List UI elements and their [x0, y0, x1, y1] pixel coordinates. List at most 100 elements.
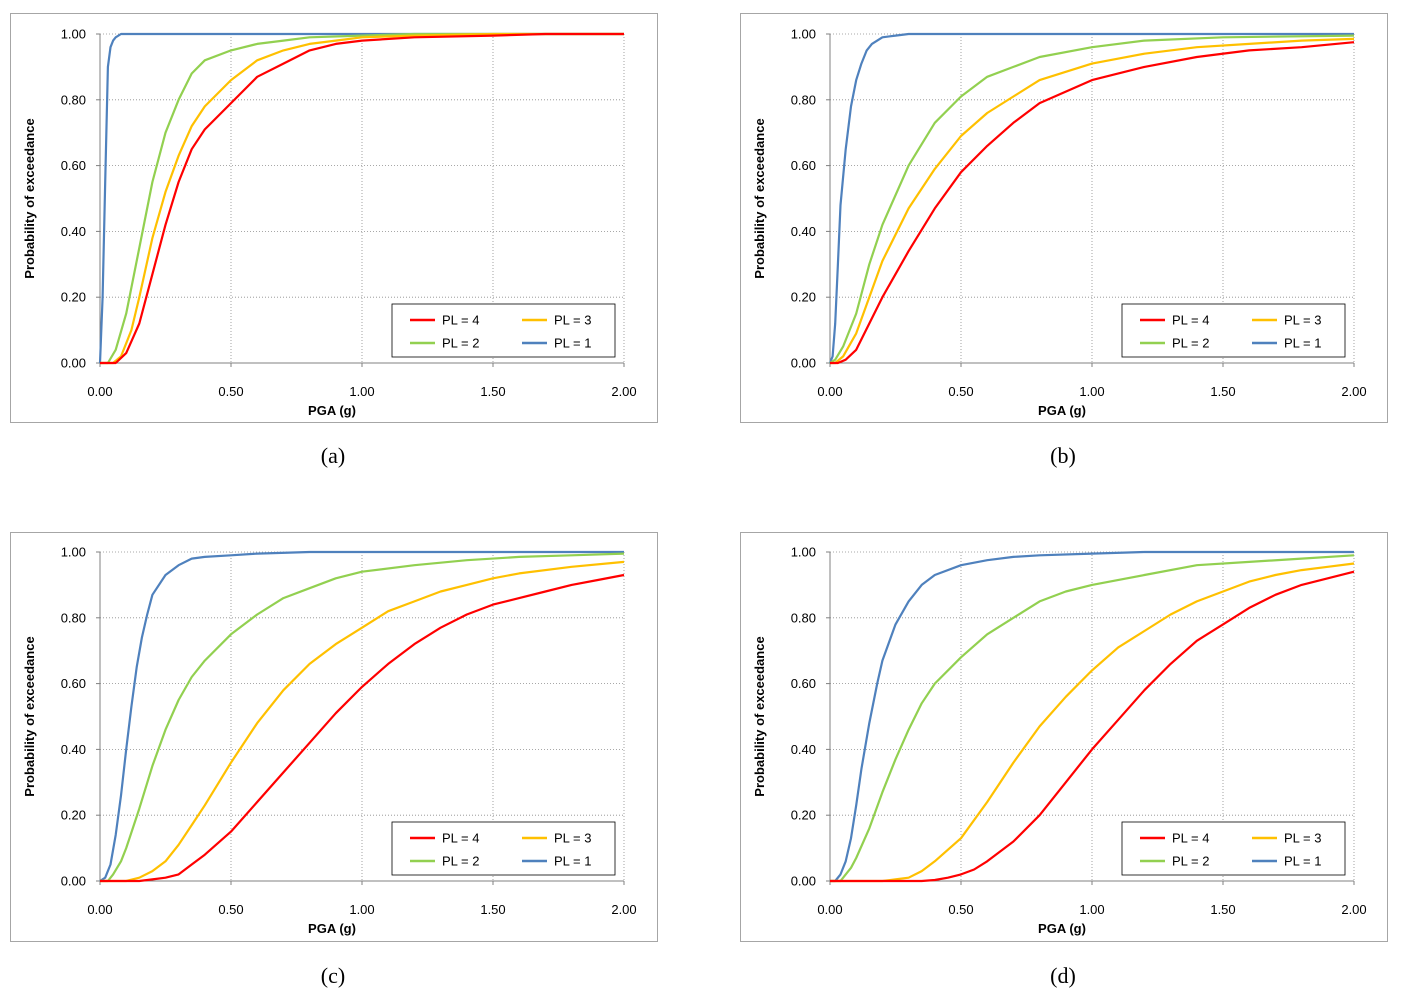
legend-label: PL = 3 — [1284, 831, 1321, 846]
legend-box — [1121, 821, 1346, 876]
y-tick-label: 0.80 — [791, 92, 816, 107]
legend-label: PL = 2 — [1172, 854, 1209, 869]
legend: PL = 4 PL = 3 PL = 2 PL = 1 — [391, 303, 616, 358]
series-line-pl-4 — [100, 32, 624, 365]
chart-panel-b: 0.00 0.20 0.40 0.60 0.80 1.00 0.00 0.50 1.00 1.50… — [740, 13, 1388, 468]
y-axis-title: Probability of exceedance — [752, 118, 767, 278]
series-line-pl-2 — [830, 554, 1355, 883]
y-tick-label: 0.00 — [61, 874, 86, 889]
series-line-pl-1 — [830, 550, 1354, 883]
series-line-pl-3 — [830, 562, 1355, 883]
legend-label: PL = 3 — [554, 831, 591, 846]
y-tick-label: 0.20 — [61, 290, 86, 305]
legend-box — [391, 303, 616, 358]
legend-label: PL = 2 — [1172, 336, 1209, 351]
x-tick-label: 0.00 — [87, 384, 112, 399]
series-line-pl-2 — [100, 32, 624, 365]
y-tick-label: 0.00 — [61, 356, 86, 371]
legend-label: PL = 4 — [442, 313, 479, 328]
x-tick-label: 1.50 — [1210, 902, 1235, 917]
legend-label: PL = 1 — [1284, 336, 1321, 351]
series-line-pl-4 — [830, 41, 1355, 365]
y-tick-label: 0.40 — [61, 224, 86, 239]
legend-label: PL = 2 — [442, 336, 479, 351]
x-axis-title: PGA (g) — [308, 921, 356, 936]
y-tick-label: 0.00 — [791, 356, 816, 371]
y-tick-label: 0.40 — [791, 742, 816, 757]
chart-panel-d: 0.00 0.20 0.40 0.60 0.80 1.00 0.00 0.50 1.00 1.50… — [740, 532, 1388, 988]
series-line-pl-4 — [830, 570, 1355, 883]
y-axis-title: Probability of exceedance — [22, 118, 37, 278]
legend: PL = 4 PL = 3 PL = 2 PL = 1 — [391, 821, 616, 876]
x-tick-label: 0.50 — [218, 384, 243, 399]
x-tick-label: 1.00 — [349, 902, 374, 917]
x-tick-label: 0.00 — [817, 384, 842, 399]
legend-box — [391, 821, 616, 876]
legend-label: PL = 1 — [554, 854, 591, 869]
legend-label: PL = 3 — [1284, 313, 1321, 328]
x-tick-label: 1.00 — [349, 384, 374, 399]
x-tick-label: 2.00 — [1341, 384, 1366, 399]
legend-label: PL = 3 — [554, 313, 591, 328]
series-line-pl-1 — [828, 32, 1354, 364]
x-tick-label: 2.00 — [611, 902, 636, 917]
y-tick-label: 0.20 — [61, 808, 86, 823]
x-tick-label: 1.00 — [1079, 384, 1104, 399]
y-tick-label: 1.00 — [61, 27, 86, 42]
x-tick-label: 1.50 — [480, 384, 505, 399]
x-tick-label: 2.00 — [1341, 902, 1366, 917]
x-axis-title: PGA (g) — [1038, 921, 1086, 936]
panel-caption: (c) — [321, 963, 345, 988]
y-tick-label: 0.20 — [791, 808, 816, 823]
x-tick-label: 0.00 — [817, 902, 842, 917]
series-line-pl-1 — [98, 32, 624, 364]
y-axis-title: Probability of exceedance — [752, 636, 767, 796]
series-line-pl-3 — [100, 32, 624, 365]
y-tick-label: 0.60 — [791, 676, 816, 691]
series-line-pl-2 — [100, 552, 625, 883]
x-tick-label: 1.50 — [480, 902, 505, 917]
legend-label: PL = 1 — [554, 336, 591, 351]
x-tick-label: 0.50 — [218, 902, 243, 917]
y-tick-label: 0.80 — [791, 610, 816, 625]
legend: PL = 4 PL = 3 PL = 2 PL = 1 — [1121, 821, 1346, 876]
x-tick-label: 1.50 — [1210, 384, 1235, 399]
x-tick-label: 0.50 — [948, 902, 973, 917]
series-line-pl-3 — [830, 37, 1355, 365]
series-line-pl-4 — [100, 573, 625, 883]
x-tick-label: 0.00 — [87, 902, 112, 917]
x-tick-label: 1.00 — [1079, 902, 1104, 917]
legend: PL = 4 PL = 3 PL = 2 PL = 1 — [1121, 303, 1346, 358]
chart-frame — [10, 532, 658, 942]
legend-box — [1121, 303, 1346, 358]
y-tick-label: 0.60 — [61, 158, 86, 173]
panel-caption: (b) — [1050, 443, 1076, 468]
legend-label: PL = 1 — [1284, 854, 1321, 869]
series-line-pl-2 — [829, 34, 1355, 364]
y-tick-label: 0.80 — [61, 92, 86, 107]
y-tick-label: 0.00 — [791, 874, 816, 889]
chart-panel-c: 0.00 0.20 0.40 0.60 0.80 1.00 0.00 0.50 1.00 1.50… — [10, 532, 658, 988]
chart-panel-a: 0.00 0.20 0.40 0.60 0.80 1.00 0.00 0.50 1.00 1.50… — [10, 13, 658, 468]
x-tick-label: 2.00 — [611, 384, 636, 399]
y-tick-label: 0.60 — [791, 158, 816, 173]
x-axis-title: PGA (g) — [1038, 403, 1086, 418]
y-tick-label: 0.80 — [61, 610, 86, 625]
y-tick-label: 1.00 — [61, 545, 86, 560]
y-tick-label: 0.60 — [61, 676, 86, 691]
legend-label: PL = 2 — [442, 854, 479, 869]
y-tick-label: 1.00 — [791, 545, 816, 560]
series-line-pl-1 — [99, 550, 624, 882]
y-tick-label: 1.00 — [791, 27, 816, 42]
legend-label: PL = 4 — [442, 831, 479, 846]
panel-caption: (d) — [1050, 963, 1076, 988]
y-tick-label: 0.40 — [791, 224, 816, 239]
x-axis-title: PGA (g) — [308, 403, 356, 418]
x-tick-label: 0.50 — [948, 384, 973, 399]
legend-label: PL = 4 — [1172, 313, 1209, 328]
y-tick-label: 0.40 — [61, 742, 86, 757]
series-line-pl-3 — [100, 560, 625, 883]
legend-label: PL = 4 — [1172, 831, 1209, 846]
y-axis-title: Probability of exceedance — [22, 636, 37, 796]
